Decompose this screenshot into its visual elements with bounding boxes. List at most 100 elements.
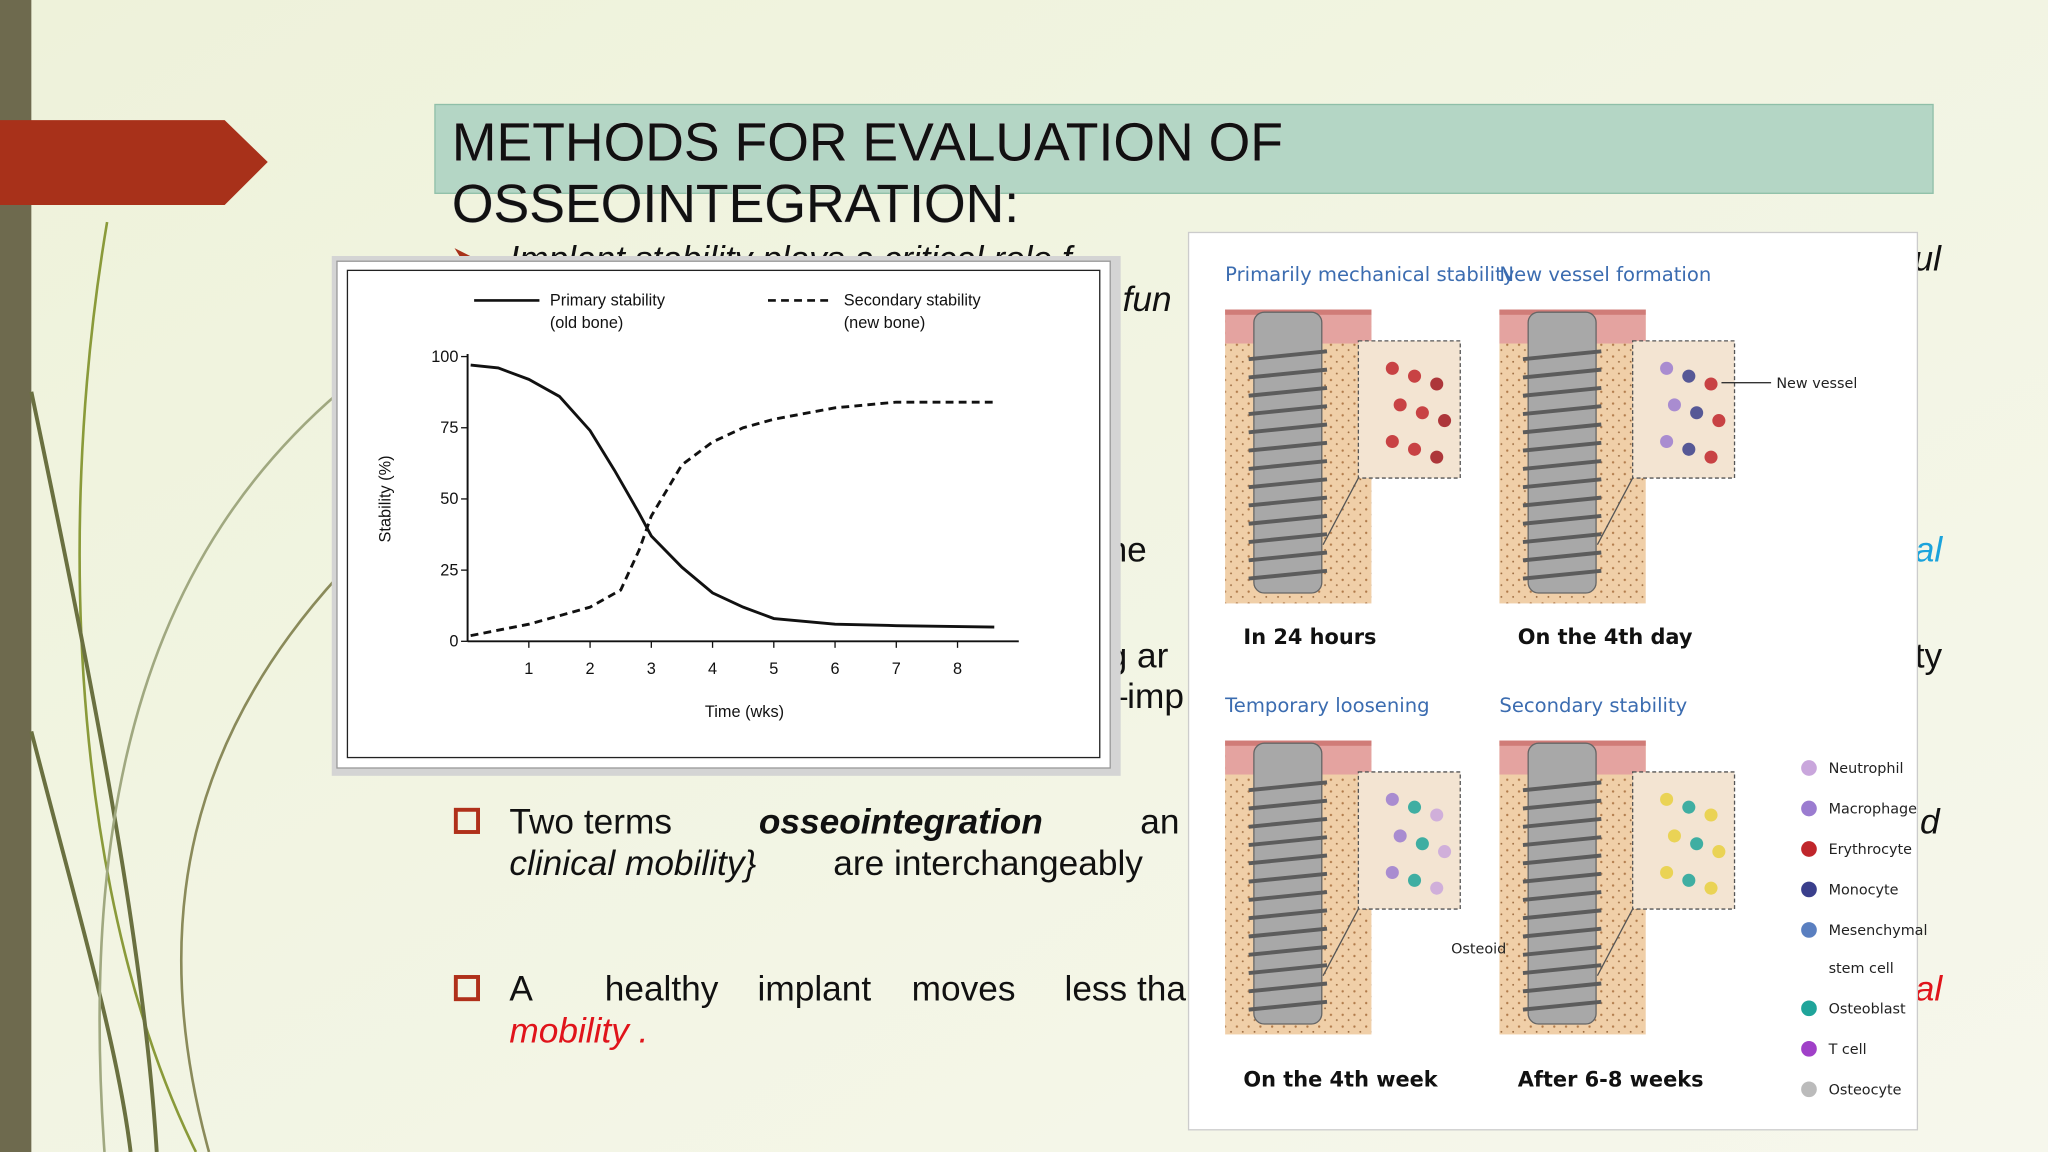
thread bbox=[1522, 835, 1602, 848]
thread bbox=[1522, 477, 1602, 490]
checkbox-bullet bbox=[453, 975, 480, 1002]
legend-marker bbox=[1801, 760, 1817, 776]
thread bbox=[1522, 780, 1602, 793]
thread bbox=[1248, 835, 1328, 848]
legend-label: Osteoblast bbox=[1829, 1002, 1906, 1018]
cell bbox=[1667, 398, 1681, 412]
x-tick-label: 6 bbox=[831, 660, 840, 678]
cell bbox=[1385, 434, 1399, 448]
y-tick-label: 25 bbox=[440, 561, 458, 579]
panel-caption: After 6-8 weeks bbox=[1518, 1068, 1704, 1092]
series-line bbox=[470, 400, 995, 638]
thread bbox=[1248, 459, 1328, 471]
cell bbox=[1415, 406, 1429, 420]
thread bbox=[1522, 908, 1602, 921]
body-text-fragment: al bbox=[1915, 969, 1944, 1008]
thread bbox=[1248, 513, 1328, 526]
thread bbox=[1522, 981, 1602, 994]
x-tick-label: 5 bbox=[769, 660, 778, 678]
x-axis-label: Time (wks) bbox=[705, 703, 784, 721]
legend-marker bbox=[1801, 800, 1817, 817]
zoom-box bbox=[1357, 340, 1461, 479]
cell bbox=[1393, 829, 1407, 843]
accent-arrow bbox=[0, 120, 268, 206]
body-text: Implant stability plays a critical role … bbox=[453, 239, 1944, 1050]
cell bbox=[1385, 865, 1399, 880]
legend-label: T cell bbox=[1828, 1042, 1867, 1058]
body-text-fragment: implant bbox=[758, 969, 872, 1008]
thread bbox=[1248, 532, 1328, 544]
thread bbox=[1522, 459, 1602, 471]
thread bbox=[1522, 422, 1602, 435]
figure-label: New vessel bbox=[1776, 376, 1857, 392]
cell bbox=[1712, 845, 1726, 859]
thread bbox=[1522, 963, 1602, 976]
thread bbox=[1248, 963, 1328, 976]
thread bbox=[1522, 853, 1602, 866]
legend-label: Osteocyte bbox=[1829, 1083, 1902, 1099]
cell bbox=[1660, 434, 1674, 448]
thread bbox=[1522, 367, 1602, 380]
zoom-lead bbox=[1596, 477, 1634, 545]
thread bbox=[1248, 367, 1328, 380]
panel-heading: Secondary stability bbox=[1499, 694, 1687, 717]
thread bbox=[1248, 568, 1328, 581]
cell bbox=[1385, 792, 1399, 806]
title-box bbox=[434, 103, 1934, 194]
title-line: METHODS FOR EVALUATION OF bbox=[452, 114, 1283, 173]
figure-image: Primarily mechanical stability In 24 hour… bbox=[1187, 231, 1927, 1131]
thread bbox=[1522, 798, 1602, 811]
cell bbox=[1682, 442, 1696, 456]
cell bbox=[1660, 361, 1674, 375]
thread bbox=[1522, 495, 1602, 508]
cell bbox=[1682, 800, 1696, 814]
body-text-fragment: al bbox=[1915, 531, 1944, 570]
cell bbox=[1408, 369, 1422, 383]
thread bbox=[1248, 926, 1328, 939]
cell bbox=[1438, 414, 1452, 428]
cell bbox=[1430, 450, 1444, 464]
checkbox-bullet bbox=[453, 807, 480, 834]
legend-marker bbox=[1801, 881, 1817, 898]
thread bbox=[1522, 926, 1602, 939]
cell bbox=[1660, 792, 1674, 806]
thread bbox=[1248, 798, 1328, 811]
thread bbox=[1522, 944, 1602, 957]
thread bbox=[1248, 816, 1328, 829]
thread bbox=[1522, 550, 1602, 563]
legend-label: Secondary stability bbox=[844, 292, 982, 310]
legend-label: stem cell bbox=[1829, 961, 1894, 977]
thread bbox=[1522, 871, 1602, 884]
x-tick-label: 4 bbox=[708, 660, 717, 678]
figure-label: Osteoid bbox=[1451, 941, 1506, 957]
thread bbox=[1522, 999, 1602, 1012]
thread bbox=[1248, 404, 1328, 416]
panel-heading: Temporary loosening bbox=[1224, 694, 1429, 717]
legend-label: Erythrocyte bbox=[1829, 842, 1913, 858]
thread bbox=[1248, 908, 1328, 921]
legend-marker bbox=[1801, 841, 1817, 857]
cell bbox=[1438, 845, 1452, 859]
decor-curves bbox=[29, 221, 341, 1152]
x-tick-label: 8 bbox=[953, 660, 962, 678]
cell bbox=[1660, 865, 1674, 880]
thread bbox=[1522, 513, 1602, 526]
y-tick-label: 75 bbox=[440, 419, 458, 437]
cell bbox=[1690, 837, 1704, 851]
thread bbox=[1248, 440, 1328, 453]
thread bbox=[1248, 981, 1328, 994]
legend-marker bbox=[1801, 1040, 1817, 1057]
thread bbox=[1522, 890, 1602, 902]
cell bbox=[1704, 450, 1718, 464]
legend-sublabel: (new bone) bbox=[844, 314, 926, 332]
thread bbox=[1522, 404, 1602, 416]
thread bbox=[1248, 999, 1328, 1012]
cell bbox=[1682, 369, 1696, 383]
cell bbox=[1385, 361, 1399, 375]
y-tick-label: 50 bbox=[440, 490, 458, 508]
cell bbox=[1712, 414, 1726, 428]
chart-border bbox=[346, 269, 1101, 759]
cell bbox=[1430, 881, 1444, 895]
cell bbox=[1690, 406, 1704, 420]
